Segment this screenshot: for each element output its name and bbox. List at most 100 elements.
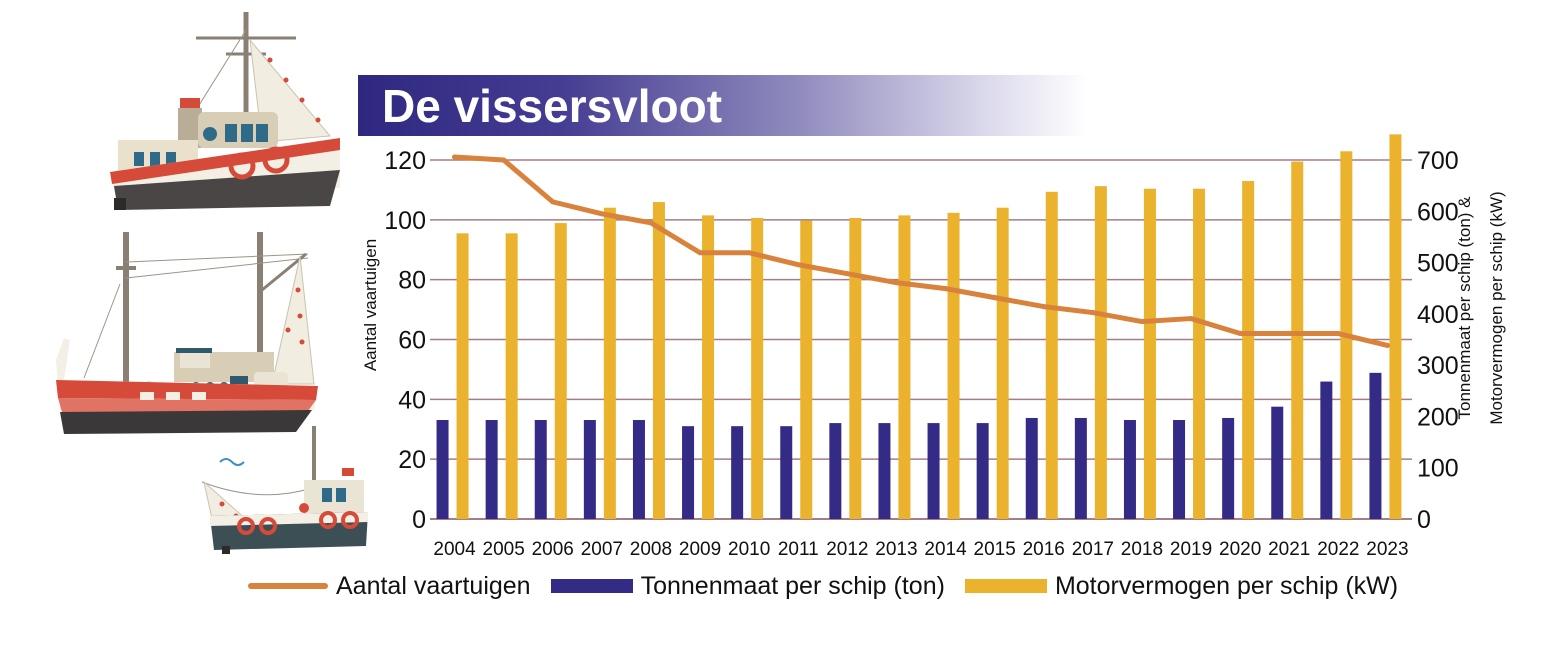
vessel-count-series-line (452, 154, 1390, 348)
power-bar (603, 207, 616, 519)
tonnage-bar (1173, 420, 1186, 519)
vessel-count-point (452, 154, 458, 160)
vessel-count-point (1384, 342, 1390, 348)
legend: Aantal vaartuigen Tonnenmaat per schip (… (248, 566, 1418, 606)
tonnage-bar (534, 420, 547, 519)
tonnage-bar (976, 423, 989, 519)
legend-label-vessels: Aantal vaartuigen (336, 571, 531, 600)
right-axis-tick-label: 700 (1417, 147, 1459, 175)
gridlines (430, 159, 1412, 520)
power-bar (1389, 134, 1402, 519)
x-axis-tick-label: 2014 (924, 539, 967, 560)
tonnage-bar (927, 423, 940, 519)
power-bar (1094, 186, 1107, 520)
vessel-count-point (648, 220, 654, 226)
vessel-count-point (1041, 304, 1047, 310)
power-bar (702, 215, 715, 520)
power-bar (505, 233, 518, 520)
x-axis-tick-label: 2008 (630, 539, 672, 560)
x-axis-tick-label: 2007 (581, 539, 623, 560)
x-axis-tick-label: 2021 (1268, 539, 1310, 560)
power-bar (1193, 188, 1206, 519)
left-axis-title: Aantal vaartuigen (361, 239, 380, 371)
vessel-count-point (1286, 331, 1292, 337)
right-axis-tick-label: 0 (1417, 506, 1431, 534)
legend-swatch-line (248, 583, 328, 589)
legend-item-power: Motorvermogen per schip (kW) (964, 571, 1399, 601)
tonnage-bar (829, 423, 842, 519)
right-axis-title-line1: Tonnenmaat per schip (ton) & (1455, 196, 1474, 420)
right-axis-tick-label: 500 (1417, 250, 1459, 278)
vessel-count-point (550, 199, 556, 205)
left-axis-tick-label: 40 (398, 386, 426, 414)
vessel-count-point (1335, 331, 1341, 337)
x-axis-tick-label: 2010 (728, 539, 770, 560)
right-axis-tick-label: 200 (1417, 403, 1459, 431)
axis-labels: 0 20 40 60 80 100 120 0 100 200 300 400 500 600 700 200… (384, 147, 1458, 560)
bars (436, 134, 1402, 520)
x-axis-tick-label: 2015 (974, 539, 1016, 560)
x-axis-tick-label: 2023 (1366, 539, 1408, 560)
tonnage-bar (682, 426, 695, 519)
tonnage-bar (1025, 417, 1038, 519)
left-axis-tick-label: 0 (412, 506, 426, 534)
tonnage-bar (1222, 417, 1235, 519)
tonnage-bar (632, 420, 645, 519)
power-bar (652, 202, 665, 519)
power-bar (1291, 161, 1304, 519)
left-axis-tick-label: 120 (384, 147, 426, 175)
vessel-count-point (501, 157, 507, 163)
legend-item-vessels: Aantal vaartuigen (248, 572, 531, 601)
fishing-boat-illustration-middle (56, 232, 318, 434)
power-bar (996, 207, 1009, 519)
right-axis-title-line2: Motorvermogen per schip (kW) (1487, 191, 1506, 424)
x-axis-tick-label: 2004 (433, 539, 476, 560)
left-axis-tick-label: 80 (398, 267, 426, 295)
chart-title: De vissersvloot (382, 80, 723, 132)
tonnage-bar (436, 420, 449, 519)
power-bar (849, 217, 862, 519)
tonnage-bar (1320, 381, 1333, 519)
power-bar (947, 212, 960, 519)
power-bar (1242, 181, 1255, 519)
x-axis-tick-label: 2018 (1121, 539, 1163, 560)
power-bar (1143, 188, 1156, 519)
power-bar (800, 220, 813, 519)
x-axis-tick-label: 2009 (679, 539, 721, 560)
right-axis-tick-label: 100 (1417, 455, 1459, 483)
vessel-count-point (599, 211, 605, 217)
vessel-count-point (844, 271, 850, 277)
x-axis-tick-label: 2020 (1219, 539, 1261, 560)
tonnage-bar (731, 426, 744, 519)
left-axis-tick-label: 100 (384, 207, 426, 235)
x-axis-tick-label: 2016 (1023, 539, 1065, 560)
vessel-count-point (893, 280, 899, 286)
tonnage-bar (485, 420, 498, 519)
x-axis-tick-label: 2012 (826, 539, 868, 560)
tonnage-bar (780, 426, 793, 519)
legend-label-power: Motorvermogen per schip (kW) (1054, 571, 1399, 600)
left-axis-tick-label: 60 (398, 327, 426, 355)
x-axis-tick-label: 2022 (1317, 539, 1359, 560)
legend-label-tonnage: Tonnenmaat per schip (ton) (640, 571, 945, 600)
vessel-count-point (1188, 316, 1194, 322)
power-bar (751, 217, 764, 519)
x-axis-tick-label: 2017 (1072, 539, 1114, 560)
vessel-count-point (697, 250, 703, 256)
power-bar (898, 215, 911, 520)
tonnage-bar (1271, 406, 1284, 519)
vessel-count-point (992, 295, 998, 301)
x-axis-tick-label: 2013 (875, 539, 917, 560)
vessel-count-line (452, 154, 1390, 348)
legend-swatch-power (964, 579, 1047, 593)
legend-swatch-tonnage (550, 579, 633, 593)
power-bar (1045, 191, 1058, 519)
title-band (358, 75, 1088, 136)
power-bar (554, 223, 567, 519)
left-axis-tick-label: 20 (398, 446, 426, 474)
tonnage-bar (1123, 420, 1136, 519)
fishing-boat-illustration-bottom (201, 426, 368, 554)
tonnage-bar (878, 423, 891, 519)
vessel-count-point (943, 286, 949, 292)
